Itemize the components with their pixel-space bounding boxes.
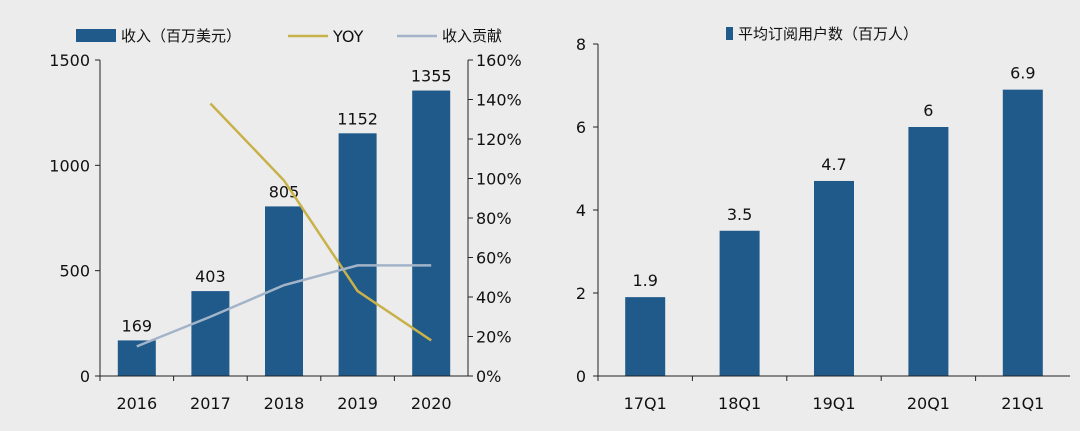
left-y-tick-label: 1000 bbox=[49, 156, 90, 175]
bar-value-label: 805 bbox=[269, 182, 300, 201]
revenue-contribution-line bbox=[136, 264, 432, 348]
subscriber-bar bbox=[625, 297, 666, 376]
right-y-tick-label: 60% bbox=[476, 249, 512, 268]
revenue-chart: 169 403 805 1152 1355 0 500 1000 1500 0% 20% 40% 60%… bbox=[49, 27, 521, 413]
subscriber-bar bbox=[719, 230, 760, 376]
y-tick-label: 8 bbox=[576, 35, 586, 54]
yoy-line bbox=[209, 102, 432, 342]
right-y-tick-label: 80% bbox=[476, 209, 512, 228]
bar-value-label: 169 bbox=[122, 316, 153, 335]
x-tick-label: 2020 bbox=[411, 394, 452, 413]
subscribers-chart: 1.9 3.5 4.7 6 6.9 0 2 4 6 8 17Q1 18Q1 19Q1 20Q1 21Q1 平均… bbox=[576, 25, 1070, 413]
bar-value-label: 3.5 bbox=[727, 205, 752, 224]
legend-label-contribution: 收入贡献 bbox=[442, 27, 502, 45]
right-y-tick-label: 120% bbox=[476, 130, 522, 149]
legend-label-yoy: YOY bbox=[332, 27, 364, 46]
subscriber-bar bbox=[814, 180, 854, 376]
x-tick-label: 19Q1 bbox=[812, 394, 855, 413]
x-tick-label: 18Q1 bbox=[718, 394, 761, 413]
y-tick-label: 6 bbox=[576, 118, 586, 137]
right-y-tick-label: 20% bbox=[476, 328, 512, 347]
x-tick-label: 17Q1 bbox=[624, 394, 667, 413]
right-y-tick-label: 40% bbox=[476, 288, 512, 307]
bar-value-label: 4.7 bbox=[821, 155, 846, 174]
left-y-tick-label: 0 bbox=[80, 367, 90, 386]
revenue-bar bbox=[412, 90, 451, 377]
bar-value-label: 1355 bbox=[411, 67, 452, 86]
x-tick-label: 2018 bbox=[264, 394, 305, 413]
legend: 收入（百万美元） YOY 收入贡献 bbox=[76, 27, 502, 46]
bar-value-label: 6 bbox=[923, 101, 933, 120]
x-tick-label: 2016 bbox=[116, 394, 157, 413]
revenue-bar bbox=[191, 291, 230, 376]
x-tick-label: 20Q1 bbox=[907, 394, 950, 413]
y-tick-label: 2 bbox=[576, 284, 586, 303]
left-y-tick-label: 1500 bbox=[49, 51, 90, 70]
legend-swatch-revenue bbox=[76, 29, 116, 42]
right-y-tick-label: 160% bbox=[476, 51, 522, 70]
subscriber-bar bbox=[1002, 89, 1043, 377]
subscriber-bar bbox=[908, 127, 949, 376]
right-y-tick-label: 100% bbox=[476, 170, 522, 189]
bar-value-label: 1152 bbox=[337, 109, 378, 128]
right-y-tick-label: 140% bbox=[476, 91, 522, 110]
revenue-bar bbox=[338, 133, 377, 376]
y-tick-label: 4 bbox=[576, 201, 586, 220]
bar-value-label: 6.9 bbox=[1010, 64, 1035, 83]
x-tick-label: 2019 bbox=[337, 394, 378, 413]
right-y-tick-label: 0% bbox=[476, 367, 501, 386]
bar-value-label: 403 bbox=[195, 267, 226, 286]
x-tick-label: 2017 bbox=[190, 394, 231, 413]
left-y-tick-label: 500 bbox=[59, 262, 90, 281]
bar-value-label: 1.9 bbox=[632, 271, 657, 290]
legend-label-subscribers: 平均订阅用户数（百万人） bbox=[738, 25, 918, 43]
legend-swatch-subscribers bbox=[726, 27, 733, 40]
y-tick-label: 0 bbox=[576, 367, 586, 386]
legend-label-revenue: 收入（百万美元） bbox=[121, 27, 241, 45]
legend: 平均订阅用户数（百万人） bbox=[726, 25, 918, 43]
x-tick-label: 21Q1 bbox=[1001, 394, 1044, 413]
